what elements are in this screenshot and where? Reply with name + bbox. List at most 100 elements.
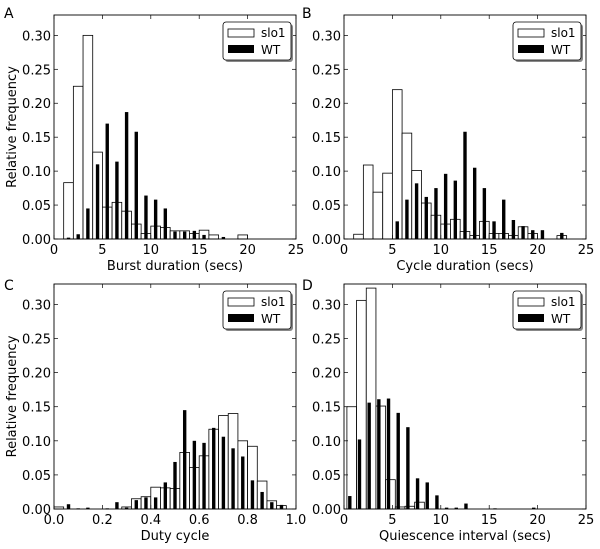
legend-swatch-slo1 — [517, 28, 545, 38]
x-tick-label: 25 — [288, 243, 305, 258]
bar-wt — [115, 161, 119, 239]
legend-swatch-wt — [518, 45, 544, 53]
bar-wt — [521, 226, 525, 239]
bar-wt — [348, 496, 352, 509]
bar-wt — [454, 507, 458, 509]
y-tick-label: 0.00 — [312, 503, 341, 518]
bar-wt — [182, 410, 187, 509]
bar-wt — [279, 504, 284, 509]
y-tick-label: 0.05 — [22, 469, 51, 484]
bar-slo1 — [208, 234, 219, 240]
y-tick-label: 0.10 — [22, 165, 51, 180]
bar-wt — [425, 482, 429, 509]
x-tick-label: 20 — [239, 243, 256, 258]
bar-wt — [560, 232, 564, 239]
bar-wt — [163, 208, 168, 239]
bar-slo1 — [353, 233, 364, 240]
bar-wt — [153, 497, 158, 509]
legend-swatch-wt — [228, 45, 254, 53]
legend-label-wt: WT — [261, 43, 281, 57]
bar-wt — [453, 180, 458, 239]
y-tick-label: 0.20 — [312, 367, 341, 382]
legend-label-slo1: slo1 — [551, 26, 576, 40]
x-tick-label: 0.2 — [92, 513, 113, 528]
y-tick-label: 0.20 — [22, 367, 51, 382]
bar-wt — [66, 504, 71, 509]
legend: slo1 WT — [222, 290, 293, 331]
y-tick-label: 0.20 — [22, 97, 51, 112]
y-tick-label: 0.00 — [22, 503, 51, 518]
y-tick-label: 0.05 — [312, 469, 341, 484]
y-tick-label: 0.25 — [22, 63, 51, 78]
x-tick-label: 25 — [578, 243, 595, 258]
panel-c: C 0.00 0.05 0.10 0.15 0.20 0.25 0.30 0.0 0.2 0.4 0.… — [4, 278, 306, 544]
x-tick-label: 10 — [143, 243, 160, 258]
legend-label-slo1: slo1 — [551, 295, 576, 309]
y-tick-label: 0.10 — [312, 435, 341, 450]
bar-slo1 — [362, 164, 374, 240]
y-axis-label: Relative frequency — [5, 335, 20, 457]
y-tick-label: 0.15 — [312, 401, 341, 416]
axes-frame — [343, 14, 587, 240]
bar-wt — [492, 221, 496, 239]
bar-slo1 — [346, 406, 357, 510]
bar-wt — [395, 221, 399, 239]
axes-frame — [53, 283, 297, 510]
bar-slo1 — [237, 234, 248, 240]
panel-b: B 0.00 0.05 0.10 0.15 0.20 0.25 0.30 0 5 10 15 20 25 C… — [302, 6, 594, 274]
y-tick-label: 0.30 — [312, 29, 341, 44]
y-tick-label: 0.05 — [22, 199, 51, 214]
y-tick-label: 0.25 — [312, 63, 341, 78]
y-tick-label: 0.10 — [312, 165, 341, 180]
bar-wt — [482, 188, 487, 239]
y-tick-label: 0.20 — [312, 97, 341, 112]
legend-label-wt: WT — [261, 312, 281, 326]
bar-wt — [212, 427, 216, 509]
bar-wt — [66, 237, 71, 239]
bar-wt — [396, 412, 400, 509]
x-axis-label: Quiescence interval (secs) — [379, 529, 551, 544]
x-tick-label: 1.0 — [286, 513, 307, 528]
x-tick-label: 10 — [433, 513, 450, 528]
y-tick-label: 0.25 — [312, 333, 341, 348]
bar-wt — [153, 199, 158, 239]
bar-wt — [124, 112, 129, 239]
y-tick-label: 0.00 — [22, 233, 51, 248]
y-tick-label: 0.05 — [312, 199, 341, 214]
panel-letter: B — [302, 6, 312, 22]
panel-letter: C — [4, 278, 14, 294]
bar-wt — [134, 500, 138, 509]
x-axis-label: Cycle duration (secs) — [396, 259, 533, 274]
x-tick-label: 5 — [388, 513, 396, 528]
bar-wt — [105, 123, 109, 239]
bar-wt — [221, 236, 226, 239]
y-tick-label: 0.15 — [22, 131, 51, 146]
bar-wt — [463, 131, 467, 239]
bar-wt — [270, 502, 274, 509]
x-tick-label: 15 — [481, 513, 498, 528]
bar-wt — [357, 439, 362, 509]
bar-wt — [250, 480, 255, 509]
panel-d: D 0.00 0.05 0.10 0.15 0.20 0.25 0.30 0 5 10 15 20 25 Q… — [302, 278, 594, 544]
y-tick-label: 0.15 — [22, 401, 51, 416]
bar-wt — [86, 208, 90, 239]
bar-wt — [202, 442, 206, 509]
x-tick-label: 0.6 — [189, 513, 210, 528]
bar-wt — [415, 478, 420, 509]
x-tick-label: 0 — [340, 243, 348, 258]
bar-slo1 — [382, 172, 393, 240]
bar-wt — [115, 502, 119, 509]
x-tick-label: 0.0 — [44, 513, 65, 528]
bar-slo1 — [391, 89, 403, 240]
bar-wt — [260, 491, 264, 509]
bar-wt — [144, 195, 148, 239]
x-tick-label: 5 — [388, 243, 396, 258]
bar-wt — [182, 231, 187, 239]
bar-wt — [173, 231, 177, 239]
bar-slo1 — [372, 191, 384, 240]
x-tick-label: 0.4 — [140, 513, 161, 528]
bar-wt — [173, 461, 177, 509]
legend-swatch-wt — [518, 314, 544, 322]
bar-wt — [531, 230, 535, 239]
legend: slo1 WT — [222, 21, 293, 62]
